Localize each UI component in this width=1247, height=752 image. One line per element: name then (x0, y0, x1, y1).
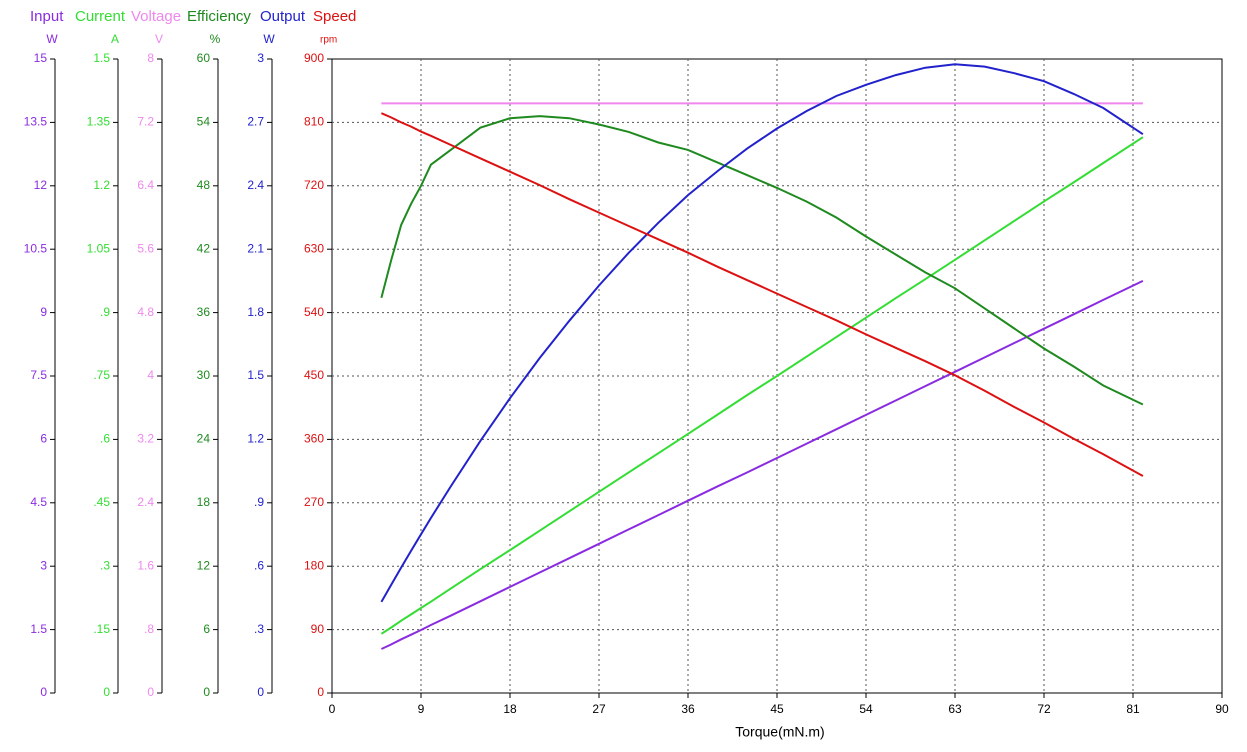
x-tick-label: 72 (1037, 702, 1051, 716)
y-tick-label: 0 (103, 685, 110, 699)
y-tick-label: 0 (317, 685, 324, 699)
y-tick-label: .6 (254, 558, 264, 572)
y-tick-label: .3 (100, 558, 110, 572)
y-tick-label: .45 (93, 495, 110, 509)
y-tick-label: 24 (197, 432, 211, 446)
x-tick-label: 36 (681, 702, 695, 716)
x-tick-label: 9 (418, 702, 425, 716)
y-tick-label: 4 (147, 368, 154, 382)
x-tick-label: 63 (948, 702, 962, 716)
y-tick-label: 2.4 (137, 495, 154, 509)
y-tick-label: 450 (304, 368, 324, 382)
y-tick-label: 2.1 (247, 241, 264, 255)
y-tick-label: 1.35 (87, 115, 111, 129)
y-tick-label: 2.4 (247, 178, 264, 192)
y-tick-label: 720 (304, 178, 324, 192)
y-tick-label: 36 (197, 305, 211, 319)
x-tick-label: 54 (859, 702, 873, 716)
series-line (380, 136, 1144, 635)
y-tick-label: 18 (197, 495, 211, 509)
y-tick-label: 3 (40, 558, 47, 572)
series-line (380, 115, 1144, 406)
y-tick-label: 630 (304, 241, 324, 255)
y-tick-label: 8 (147, 51, 154, 65)
y-tick-label: .15 (93, 622, 110, 636)
y-tick-label: 9 (40, 305, 47, 319)
y-tick-label: 4.5 (30, 495, 47, 509)
y-tick-label: 6 (203, 622, 210, 636)
y-tick-label: 1.2 (247, 432, 264, 446)
x-tick-label: 90 (1215, 702, 1229, 716)
y-tick-label: 90 (311, 622, 325, 636)
axis-title: Output (260, 8, 306, 25)
series-line (381, 112, 1144, 477)
y-tick-label: .75 (93, 368, 110, 382)
axis-unit: rpm (320, 35, 337, 46)
axis-unit: W (46, 32, 58, 46)
y-tick-label: 6.4 (137, 178, 154, 192)
y-tick-label: 60 (197, 51, 211, 65)
y-tick-label: 7.2 (137, 115, 154, 129)
y-tick-label: 15 (34, 51, 48, 65)
y-tick-label: .6 (100, 432, 110, 446)
axis-unit: V (155, 32, 163, 46)
y-tick-label: .9 (254, 495, 264, 509)
y-tick-label: 540 (304, 305, 324, 319)
x-axis-label: Torque(mN.m) (735, 724, 824, 740)
y-tick-label: 7.5 (30, 368, 47, 382)
y-tick-label: 12 (197, 558, 211, 572)
y-tick-label: 4.8 (137, 305, 154, 319)
y-tick-label: 13.5 (24, 115, 48, 129)
axis-unit: % (210, 32, 221, 46)
axis-unit: W (263, 32, 275, 46)
y-tick-label: 900 (304, 51, 324, 65)
x-tick-label: 0 (329, 702, 336, 716)
y-tick-label: 270 (304, 495, 324, 509)
y-tick-label: 3 (257, 51, 264, 65)
y-tick-label: 810 (304, 115, 324, 129)
axis-title: Input (30, 8, 64, 25)
y-tick-label: 5.6 (137, 241, 154, 255)
y-tick-label: 2.7 (247, 115, 264, 129)
series-line (380, 63, 1144, 603)
y-tick-label: 42 (197, 241, 211, 255)
y-tick-label: .9 (100, 305, 110, 319)
axis-title: Speed (313, 8, 356, 25)
y-tick-label: 30 (197, 368, 211, 382)
y-tick-label: 1.2 (93, 178, 110, 192)
y-tick-label: 1.5 (247, 368, 264, 382)
y-tick-label: 1.8 (247, 305, 264, 319)
y-tick-label: 6 (40, 432, 47, 446)
y-tick-label: 48 (197, 178, 211, 192)
y-tick-label: 1.05 (87, 241, 111, 255)
y-tick-label: 10.5 (24, 241, 48, 255)
x-tick-label: 81 (1126, 702, 1140, 716)
y-tick-label: 54 (197, 115, 211, 129)
axis-unit: A (111, 32, 119, 46)
y-tick-label: 1.5 (30, 622, 47, 636)
x-tick-label: 27 (592, 702, 606, 716)
x-tick-label: 45 (770, 702, 784, 716)
y-tick-label: 1.5 (93, 51, 110, 65)
y-tick-label: 1.6 (137, 558, 154, 572)
y-tick-label: 0 (40, 685, 47, 699)
y-tick-label: 0 (147, 685, 154, 699)
y-tick-label: 180 (304, 558, 324, 572)
y-tick-label: .3 (254, 622, 264, 636)
y-tick-label: 0 (257, 685, 264, 699)
y-tick-label: 12 (34, 178, 48, 192)
axis-title: Efficiency (187, 8, 251, 25)
axis-title: Current (75, 8, 126, 25)
y-tick-label: 3.2 (137, 432, 154, 446)
y-tick-label: .8 (144, 622, 154, 636)
axis-title: Voltage (131, 8, 181, 25)
y-tick-label: 0 (203, 685, 210, 699)
y-tick-label: 360 (304, 432, 324, 446)
series-line (380, 279, 1144, 650)
x-tick-label: 18 (503, 702, 517, 716)
